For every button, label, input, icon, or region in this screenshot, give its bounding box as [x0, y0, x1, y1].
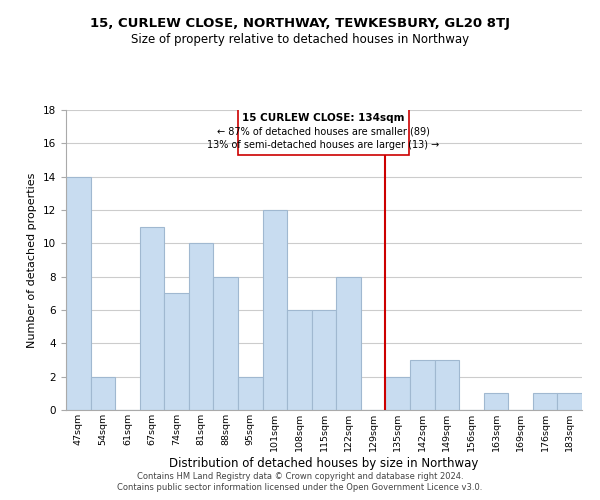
Bar [189, 244, 214, 410]
Bar [410, 360, 434, 410]
Bar [336, 276, 361, 410]
Text: 15, CURLEW CLOSE, NORTHWAY, TEWKESBURY, GL20 8TJ: 15, CURLEW CLOSE, NORTHWAY, TEWKESBURY, … [90, 18, 510, 30]
Text: 15 CURLEW CLOSE: 134sqm: 15 CURLEW CLOSE: 134sqm [242, 113, 404, 123]
Text: Contains HM Land Registry data © Crown copyright and database right 2024.: Contains HM Land Registry data © Crown c… [137, 472, 463, 481]
Bar [214, 276, 238, 410]
Y-axis label: Number of detached properties: Number of detached properties [28, 172, 37, 348]
X-axis label: Distribution of detached houses by size in Northway: Distribution of detached houses by size … [169, 456, 479, 469]
Bar [66, 176, 91, 410]
Text: ← 87% of detached houses are smaller (89): ← 87% of detached houses are smaller (89… [217, 126, 430, 136]
Bar [312, 310, 336, 410]
Bar [385, 376, 410, 410]
Bar [484, 394, 508, 410]
Bar [434, 360, 459, 410]
Bar [164, 294, 189, 410]
Bar [140, 226, 164, 410]
Bar [238, 376, 263, 410]
Text: Size of property relative to detached houses in Northway: Size of property relative to detached ho… [131, 32, 469, 46]
Text: 13% of semi-detached houses are larger (13) →: 13% of semi-detached houses are larger (… [207, 140, 440, 149]
Bar [263, 210, 287, 410]
Bar [238, 109, 409, 155]
Text: Contains public sector information licensed under the Open Government Licence v3: Contains public sector information licen… [118, 484, 482, 492]
Bar [557, 394, 582, 410]
Bar [533, 394, 557, 410]
Bar [91, 376, 115, 410]
Bar [287, 310, 312, 410]
